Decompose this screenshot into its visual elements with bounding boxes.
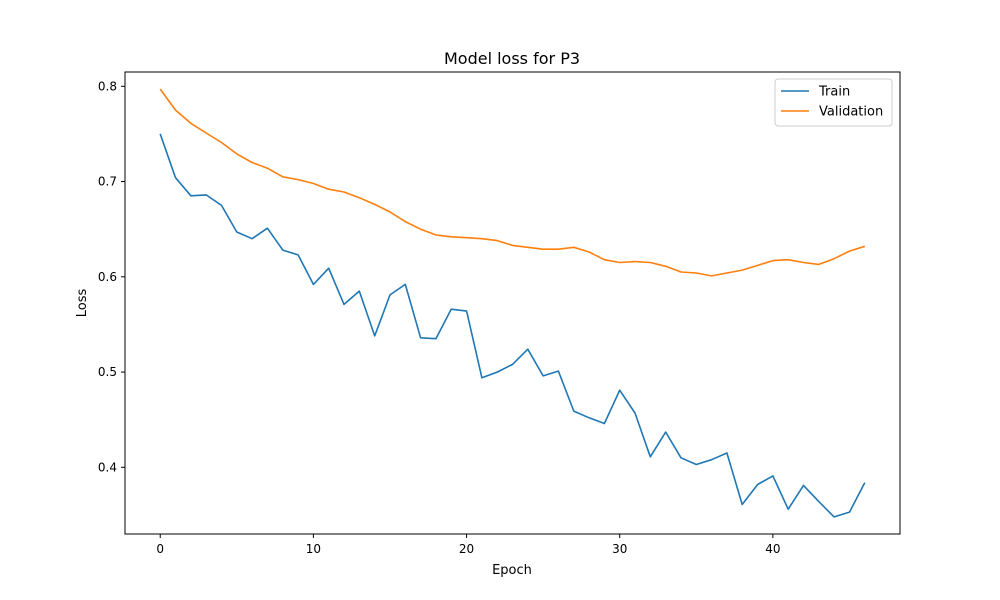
y-tick-label: 0.6 (98, 270, 117, 284)
y-tick-label: 0.7 (98, 175, 117, 189)
series-layer (159, 88, 866, 518)
legend-label-validation: Validation (819, 105, 883, 120)
plot-frame (124, 71, 901, 535)
x-tick-label: 10 (306, 542, 321, 556)
series-line-train (159, 133, 866, 518)
y-tick-label: 0.5 (98, 365, 117, 379)
x-tick-label: 30 (612, 542, 627, 556)
x-tick-label: 20 (459, 542, 474, 556)
legend-label-train: Train (818, 85, 850, 100)
x-tick-label: 40 (765, 542, 780, 556)
x-tick-label: 0 (156, 542, 164, 556)
legend: Train Validation (774, 78, 893, 127)
plot-area (125, 72, 900, 534)
y-tick-label: 0.4 (98, 460, 117, 474)
x-axis-label: Epoch (492, 563, 532, 578)
series-line-validation (159, 88, 866, 277)
axes-layer: 0 10 20 30 40 0.4 0.5 0.6 0.7 0.8 (98, 79, 781, 556)
y-axis-label: Loss (75, 289, 90, 318)
chart-title: Model loss for P3 (444, 49, 580, 68)
y-tick-label: 0.8 (98, 79, 117, 93)
